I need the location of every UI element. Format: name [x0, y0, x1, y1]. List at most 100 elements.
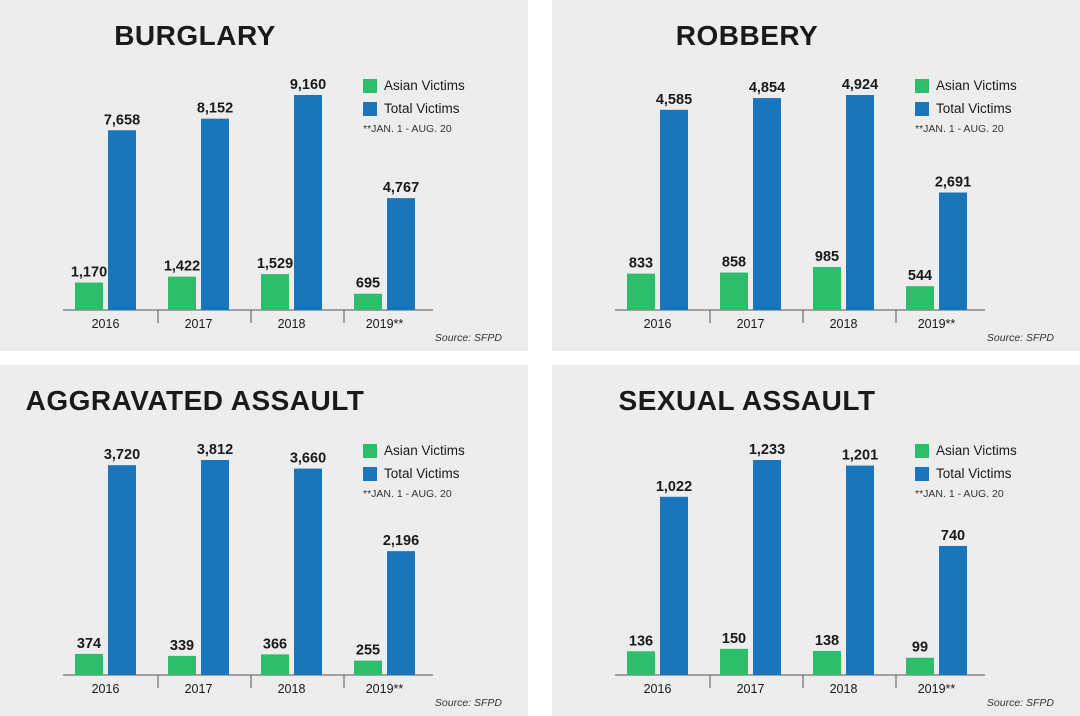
bar-total [846, 465, 874, 675]
date-range-note: **JAN. 1 - AUG. 20 [915, 123, 1004, 135]
data-label: 1,529 [257, 256, 293, 272]
chart-title: ROBBERY [675, 20, 819, 51]
x-tick-label: 2016 [92, 682, 120, 696]
bar-asian [168, 655, 196, 675]
data-label: 3,812 [197, 442, 233, 458]
asian-swatch-icon [363, 78, 377, 93]
data-label: 1,022 [656, 479, 692, 495]
plot-area: 136 1,022 2016 150 1,233 2017 138 1,201 2018 99 74… [615, 442, 985, 696]
legend-label-asian: Asian Victims [384, 443, 465, 458]
legend-label-asian: Asian Victims [936, 443, 1017, 458]
x-tick-label: 2018 [278, 682, 306, 696]
data-label: 740 [941, 528, 965, 544]
data-label: 4,767 [383, 180, 419, 196]
asian-swatch-icon [915, 78, 929, 93]
data-label: 138 [815, 633, 839, 649]
data-label: 4,924 [842, 77, 878, 93]
x-tick-label: 2017 [185, 317, 213, 331]
chart-panel-sexual-assault: SEXUAL ASSAULT 136 1,022 2016 150 1,233 2017 1… [552, 365, 1080, 716]
bar-asian [168, 276, 196, 310]
legend-label-asian: Asian Victims [936, 78, 1017, 93]
x-tick-label: 2018 [830, 317, 858, 331]
data-label: 150 [722, 631, 746, 647]
legend-item-total: Total Victims [915, 97, 1017, 120]
bar-total [108, 465, 136, 675]
bar-asian [627, 273, 655, 310]
x-tick-label: 2019** [918, 682, 956, 696]
data-label: 1,233 [749, 442, 785, 458]
data-label: 1,170 [71, 265, 107, 281]
bar-total [846, 95, 874, 310]
data-label: 833 [629, 256, 653, 272]
x-tick-label: 2019** [366, 682, 404, 696]
data-label: 544 [908, 268, 932, 284]
plot-area: 833 4,585 2016 858 4,854 2017 985 4,924 2018 544 2… [615, 77, 985, 331]
asian-swatch-icon [915, 443, 929, 458]
x-tick-label: 2016 [644, 317, 672, 331]
bar-total [660, 496, 688, 675]
bar-total [294, 95, 322, 310]
bar-asian [261, 274, 289, 310]
data-label: 3,720 [104, 447, 140, 463]
data-label: 1,201 [842, 448, 878, 464]
bar-total [753, 460, 781, 675]
bar-chart: 136 1,022 2016 150 1,233 2017 138 1,201 2018 99 74… [615, 442, 985, 696]
total-swatch-icon [363, 101, 377, 116]
legend-label-asian: Asian Victims [384, 78, 465, 93]
bar-asian [906, 286, 934, 310]
source-note: Source: SFPD [986, 697, 1054, 709]
chart-panel-burglary: BURGLARY 1,170 7,658 2016 1,422 8,152 2017 1,5… [0, 0, 528, 351]
bar-total [294, 468, 322, 675]
bar-total [201, 118, 229, 310]
bar-asian [906, 657, 934, 675]
chart-panel-aggravated-assault: AGGRAVATED ASSAULT 374 3,720 2016 339 3,812 2… [0, 365, 528, 716]
bar-asian [75, 653, 103, 675]
legend-label-total: Total Victims [384, 101, 460, 116]
bar-total [753, 98, 781, 310]
legend-label-total: Total Victims [936, 101, 1012, 116]
data-label: 4,585 [656, 92, 692, 108]
x-tick-label: 2018 [830, 682, 858, 696]
legend-item-total: Total Victims [915, 462, 1017, 485]
total-swatch-icon [363, 466, 377, 481]
data-label: 985 [815, 249, 839, 265]
x-tick-label: 2016 [92, 317, 120, 331]
legend: Asian Victims Total Victims **JAN. 1 - A… [915, 439, 1017, 500]
x-tick-label: 2019** [366, 317, 404, 331]
total-swatch-icon [915, 466, 929, 481]
bar-asian [75, 282, 103, 310]
legend-item-asian: Asian Victims [363, 439, 465, 462]
data-label: 8,152 [197, 101, 233, 117]
bar-total [201, 460, 229, 675]
legend-label-total: Total Victims [936, 466, 1012, 481]
data-label: 136 [629, 633, 653, 649]
source-note: Source: SFPD [434, 332, 502, 344]
bar-total [660, 109, 688, 310]
bar-asian [261, 654, 289, 675]
bar-chart: 1,170 7,658 2016 1,422 8,152 2017 1,529 9,160 20… [63, 77, 433, 331]
data-label: 9,160 [290, 77, 326, 93]
chart-title: SEXUAL ASSAULT [618, 385, 876, 416]
date-range-note: **JAN. 1 - AUG. 20 [915, 488, 1004, 500]
data-label: 374 [77, 636, 101, 652]
data-label: 858 [722, 255, 746, 271]
chart-panel-robbery: ROBBERY 833 4,585 2016 858 4,854 2017 985 4,924… [552, 0, 1080, 351]
bar-asian [354, 293, 382, 310]
bar-asian [354, 660, 382, 675]
x-tick-label: 2019** [918, 317, 956, 331]
data-label: 2,691 [935, 175, 971, 191]
asian-swatch-icon [363, 443, 377, 458]
bar-total [939, 192, 967, 310]
data-label: 339 [170, 638, 194, 654]
legend-item-asian: Asian Victims [915, 439, 1017, 462]
legend-item-asian: Asian Victims [915, 74, 1017, 97]
data-label: 255 [356, 643, 380, 659]
legend: Asian Victims Total Victims **JAN. 1 - A… [363, 74, 465, 135]
source-note: Source: SFPD [986, 332, 1054, 344]
x-tick-label: 2017 [185, 682, 213, 696]
plot-area: 1,170 7,658 2016 1,422 8,152 2017 1,529 9,160 20… [63, 77, 433, 331]
x-tick-label: 2018 [278, 317, 306, 331]
legend: Asian Victims Total Victims **JAN. 1 - A… [363, 439, 465, 500]
bar-asian [720, 272, 748, 310]
legend: Asian Victims Total Victims **JAN. 1 - A… [915, 74, 1017, 135]
